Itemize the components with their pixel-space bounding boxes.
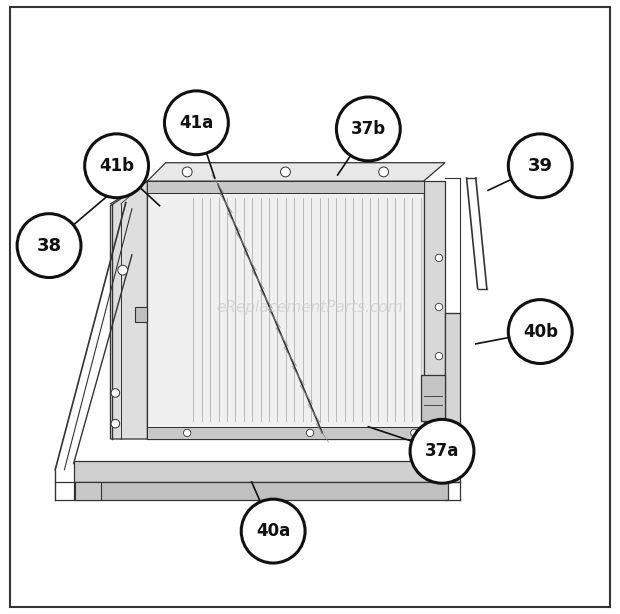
- Text: 41a: 41a: [179, 114, 213, 132]
- Circle shape: [184, 429, 191, 437]
- Polygon shape: [110, 181, 148, 439]
- Polygon shape: [76, 482, 101, 500]
- Circle shape: [379, 167, 389, 177]
- Polygon shape: [74, 482, 448, 500]
- Circle shape: [118, 265, 128, 275]
- Polygon shape: [135, 307, 148, 322]
- Text: 37a: 37a: [425, 442, 459, 460]
- Circle shape: [164, 91, 228, 155]
- Polygon shape: [148, 163, 445, 181]
- Circle shape: [435, 402, 443, 409]
- Circle shape: [111, 419, 120, 428]
- Circle shape: [241, 499, 305, 563]
- Text: eReplacementParts.com: eReplacementParts.com: [216, 300, 404, 314]
- Polygon shape: [420, 375, 445, 421]
- Text: 39: 39: [528, 157, 553, 175]
- Circle shape: [280, 167, 290, 177]
- Text: 40a: 40a: [256, 522, 290, 540]
- Circle shape: [410, 429, 418, 437]
- Circle shape: [508, 134, 572, 198]
- Circle shape: [306, 429, 314, 437]
- Circle shape: [17, 214, 81, 278]
- Circle shape: [435, 352, 443, 360]
- Circle shape: [111, 389, 120, 397]
- Text: 40b: 40b: [523, 322, 558, 341]
- Polygon shape: [445, 313, 461, 482]
- Circle shape: [435, 254, 443, 262]
- Circle shape: [435, 303, 443, 311]
- Polygon shape: [148, 181, 423, 439]
- Text: 41b: 41b: [99, 157, 134, 175]
- Circle shape: [85, 134, 149, 198]
- Text: 38: 38: [37, 236, 61, 255]
- Circle shape: [410, 419, 474, 483]
- Circle shape: [182, 167, 192, 177]
- Text: 37b: 37b: [351, 120, 386, 138]
- Polygon shape: [148, 181, 423, 193]
- Polygon shape: [423, 181, 445, 439]
- Polygon shape: [148, 427, 423, 439]
- Circle shape: [337, 97, 401, 161]
- Circle shape: [508, 300, 572, 363]
- Polygon shape: [74, 460, 448, 482]
